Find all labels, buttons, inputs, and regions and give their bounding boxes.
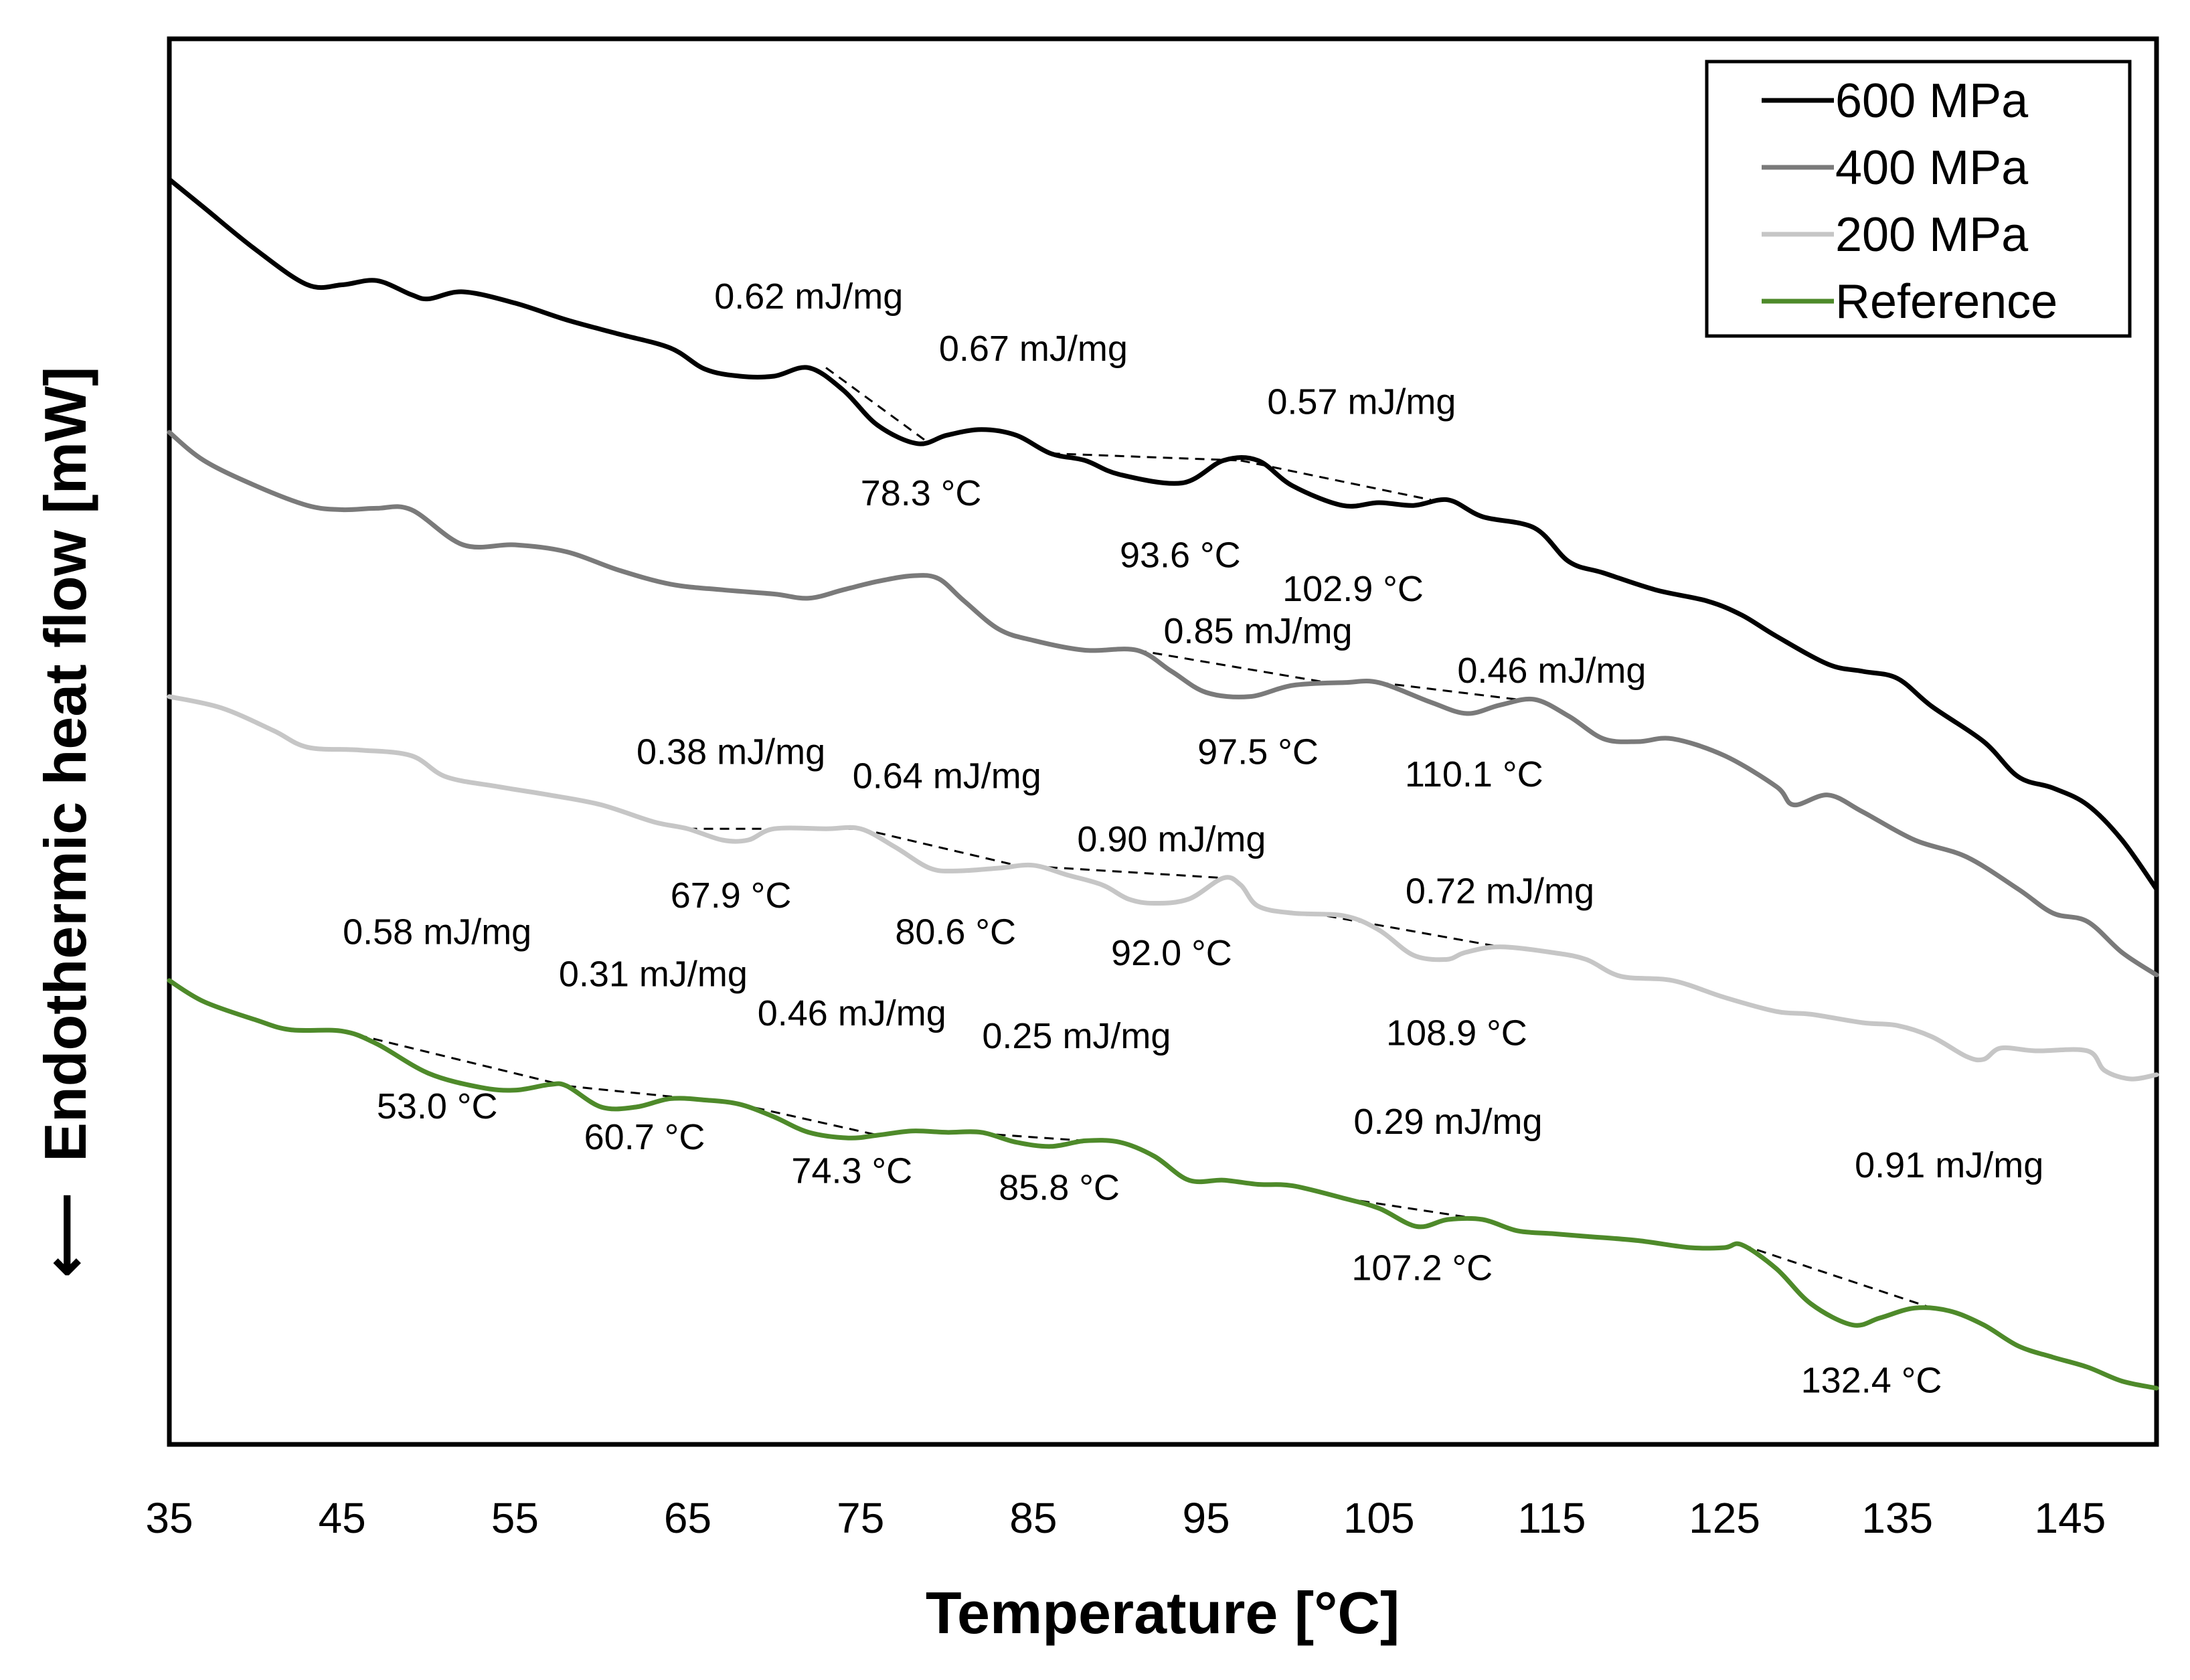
x-axis-ticks: 35 45 55 65 75 85 95 105 115 125 135 145 [145, 1494, 2106, 1542]
legend-box [1705, 60, 2132, 338]
legend: 600 MPa 400 MPa 200 MPa Reference [1705, 60, 2132, 338]
series-line-400-mpa [167, 430, 2159, 978]
svg-text:⟵ Endothermic heat flow: ⟵ Endothermic heat flow [mW] [32, 367, 98, 1278]
annotation-label: 110.1 °C [1405, 754, 1543, 794]
x-tick-label: 135 [1861, 1494, 1933, 1542]
annotation-label: 0.91 mJ/mg [1855, 1145, 2043, 1185]
x-tick-label: 115 [1517, 1494, 1586, 1542]
legend-label-600-mpa: 600 MPa [1835, 74, 2029, 128]
legend-label-400-mpa: 400 MPa [1835, 141, 2029, 195]
x-tick-label: 65 [664, 1494, 711, 1542]
x-tick-label: 45 [319, 1494, 366, 1542]
annotation-label: 108.9 °C [1386, 1013, 1527, 1054]
annotation-label: 93.6 °C [1120, 535, 1241, 576]
annotation-label: 74.3 °C [791, 1151, 912, 1191]
tangent-line [1741, 1244, 1932, 1309]
annotation-label: 97.5 °C [1197, 732, 1319, 772]
x-tick-label: 75 [837, 1494, 884, 1542]
peak-annotations: 0.62 mJ/mg 0.67 mJ/mg 0.57 mJ/mg 78.3 °C 93.… [343, 276, 2043, 1400]
annotation-label: 0.29 mJ/mg [1353, 1102, 1542, 1142]
annotation-label: 0.25 mJ/mg [982, 1016, 1171, 1056]
tangent-line [1379, 681, 1517, 701]
annotation-label: 85.8 °C [999, 1168, 1120, 1208]
annotation-label: 0.58 mJ/mg [343, 912, 531, 952]
annotation-label: 0.46 mJ/mg [1457, 651, 1646, 691]
annotation-label: 92.0 °C [1111, 933, 1232, 973]
legend-label-reference: Reference [1835, 275, 2057, 329]
series-line-600-mpa [167, 177, 2159, 892]
annotation-label: 53.0 °C [377, 1086, 498, 1126]
series-line-200-mpa [167, 694, 2159, 1082]
annotation-label: 60.7 °C [584, 1117, 705, 1157]
annotation-label: 0.67 mJ/mg [939, 329, 1128, 369]
annotation-label: 0.62 mJ/mg [714, 276, 903, 317]
legend-label-200-mpa: 200 MPa [1835, 208, 2029, 262]
annotation-label: 107.2 °C [1351, 1248, 1493, 1288]
annotation-label: 0.38 mJ/mg [637, 732, 825, 772]
annotation-label: 0.57 mJ/mg [1267, 382, 1456, 422]
annotation-label: 67.9 °C [671, 875, 792, 916]
tangent-line [341, 1030, 568, 1087]
x-tick-label: 85 [1009, 1494, 1057, 1542]
x-tick-label: 105 [1343, 1494, 1415, 1542]
x-tick-label: 125 [1689, 1494, 1760, 1542]
annotation-label: 0.31 mJ/mg [559, 954, 748, 994]
x-axis-title: Temperature [°C] [926, 1580, 1400, 1646]
x-tick-label: 95 [1182, 1494, 1230, 1542]
x-tick-label: 55 [491, 1494, 539, 1542]
annotation-label: 0.85 mJ/mg [1163, 611, 1352, 651]
y-axis-title-group: ⟵ Endothermic heat flow [mW] [32, 367, 98, 1278]
x-tick-label: 145 [2035, 1494, 2106, 1542]
annotation-label: 80.6 °C [895, 912, 1016, 952]
series-lines [167, 177, 2159, 1391]
tangent-line [860, 827, 1017, 867]
annotation-label: 0.46 mJ/mg [758, 993, 946, 1033]
tangent-line [1344, 1197, 1483, 1221]
tangent-line [1240, 459, 1431, 501]
tangent-line [825, 367, 930, 445]
tangent-line [1327, 914, 1501, 948]
annotation-label: 0.72 mJ/mg [1406, 871, 1594, 912]
annotation-label: 132.4 °C [1801, 1360, 1942, 1400]
tangent-line [1136, 649, 1328, 684]
annotation-label: 0.64 mJ/mg [853, 756, 1041, 796]
annotation-label: 78.3 °C [861, 473, 982, 513]
tangent-line [739, 1103, 878, 1137]
annotation-label: 102.9 °C [1282, 569, 1424, 609]
x-tick-label: 35 [145, 1494, 193, 1542]
annotation-label: 0.90 mJ/mg [1077, 819, 1266, 859]
y-axis-arrow: ⟵ [32, 1193, 98, 1277]
series-line-reference [167, 978, 2159, 1391]
y-axis-title: Endothermic heat flow [mW] [32, 367, 98, 1162]
